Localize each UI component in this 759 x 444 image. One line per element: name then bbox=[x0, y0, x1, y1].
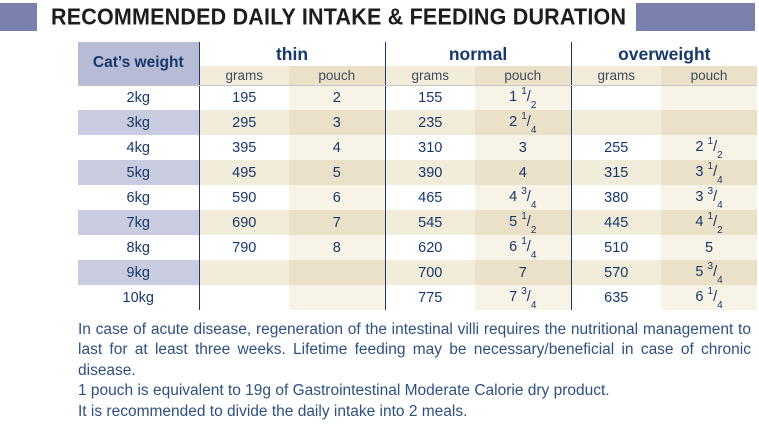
cell-thin-grams: 495 bbox=[198, 160, 289, 185]
cell-overweight-pouch: 3 1/4 bbox=[661, 160, 758, 186]
group-header-overweight: overweight bbox=[570, 42, 758, 66]
cell-normal-grams: 235 bbox=[384, 110, 476, 135]
cell-normal-pouch: 4 bbox=[475, 160, 572, 185]
cell-normal-grams: 390 bbox=[384, 160, 476, 185]
cell-weight: 9kg bbox=[78, 260, 199, 285]
cell-thin-pouch: 3 bbox=[289, 110, 386, 135]
cell-overweight-pouch: 2 1/2 bbox=[661, 135, 758, 161]
group-header-normal: normal bbox=[384, 42, 572, 66]
table-body: 2kg 195 2 155 1 1/2 3kg 295 3 235 2 1/4 4kg 395 4 310… bbox=[78, 85, 758, 311]
title-bar: RECOMMENDED DAILY INTAKE & FEEDING DURAT… bbox=[0, 3, 759, 31]
group-header-thin: thin bbox=[198, 42, 386, 66]
cell-weight: 7kg bbox=[78, 210, 199, 235]
cell-weight: 3kg bbox=[78, 110, 199, 135]
cell-overweight-pouch bbox=[661, 110, 758, 135]
cell-thin-pouch: 5 bbox=[289, 160, 386, 185]
cell-thin-pouch: 2 bbox=[289, 85, 386, 110]
subheader-thin-grams: grams bbox=[198, 66, 289, 86]
cell-weight: 5kg bbox=[78, 160, 199, 185]
cell-thin-pouch bbox=[289, 285, 386, 310]
cell-overweight-pouch: 4 1/2 bbox=[661, 210, 758, 236]
subheader-overweight-pouch: pouch bbox=[661, 66, 758, 86]
cell-overweight-grams: 570 bbox=[570, 260, 662, 285]
table-row: 3kg 295 3 235 2 1/4 bbox=[78, 110, 758, 136]
cell-overweight-pouch bbox=[661, 85, 758, 110]
note-acute-disease: In case of acute disease, regeneration o… bbox=[78, 321, 751, 379]
cell-normal-grams: 700 bbox=[384, 260, 476, 285]
title-accent-bar-right bbox=[636, 3, 755, 31]
cell-normal-pouch: 6 1/4 bbox=[475, 235, 572, 261]
cell-overweight-grams: 315 bbox=[570, 160, 662, 185]
table-row: 4kg 395 4 310 3 255 2 1/2 bbox=[78, 135, 758, 161]
cell-thin-grams: 790 bbox=[198, 235, 289, 260]
cell-normal-pouch: 1 1/2 bbox=[475, 85, 572, 111]
cell-thin-grams: 195 bbox=[198, 85, 289, 110]
note-pouch-equivalence: 1 pouch is equivalent to 19g of Gastroin… bbox=[78, 382, 610, 400]
weight-column-header: Cat’s weight bbox=[78, 42, 199, 86]
cell-thin-pouch: 7 bbox=[289, 210, 386, 235]
table-row: 5kg 495 5 390 4 315 3 1/4 bbox=[78, 160, 758, 186]
cell-normal-pouch: 3 bbox=[475, 135, 572, 160]
cell-thin-pouch: 8 bbox=[289, 235, 386, 260]
subheader-normal-pouch: pouch bbox=[475, 66, 572, 86]
cell-weight: 6kg bbox=[126, 189, 150, 206]
cell-thin-pouch: 6 bbox=[289, 185, 386, 210]
cell-thin-pouch: 4 bbox=[289, 135, 386, 160]
cell-weight: 10kg bbox=[122, 289, 154, 306]
cell-overweight-pouch: 5 bbox=[661, 235, 758, 260]
subheader-overweight-grams: grams bbox=[570, 66, 662, 86]
subheader-normal-grams: grams bbox=[384, 66, 476, 86]
cell-normal-pouch: 5 1/2 bbox=[475, 210, 572, 236]
cell-thin-grams: 295 bbox=[198, 110, 289, 135]
cell-normal-grams: 775 bbox=[384, 285, 476, 310]
table-row: 10kg 775 7 3/4 635 6 1/4 bbox=[78, 285, 758, 311]
table-row: 9kg 700 7 570 5 3/4 bbox=[78, 260, 758, 286]
cell-overweight-grams: 510 bbox=[570, 235, 662, 260]
cell-thin-grams: 395 bbox=[198, 135, 289, 160]
cell-normal-grams: 155 bbox=[384, 85, 476, 110]
cell-weight: 8kg bbox=[126, 239, 150, 256]
cell-overweight-grams bbox=[570, 110, 662, 135]
table-row: 6kg 590 6 465 4 3/4 380 3 3/4 bbox=[78, 185, 758, 211]
cell-weight: 2kg bbox=[126, 89, 150, 106]
cell-normal-pouch: 2 1/4 bbox=[475, 110, 572, 136]
table-row: 7kg 690 7 545 5 1/2 445 4 1/2 bbox=[78, 210, 758, 236]
cell-normal-grams: 465 bbox=[384, 185, 476, 210]
title-accent-bar-left bbox=[0, 3, 37, 31]
cell-overweight-pouch: 3 3/4 bbox=[661, 185, 758, 211]
subheader-row: grams pouch grams pouch grams pouch bbox=[78, 66, 758, 86]
feeding-table: Cat’s weight thin normal overweight gram… bbox=[78, 42, 758, 311]
table-row: 2kg 195 2 155 1 1/2 bbox=[78, 85, 758, 111]
cell-thin-grams bbox=[198, 285, 289, 310]
cell-thin-grams: 590 bbox=[198, 185, 289, 210]
cell-overweight-grams: 380 bbox=[570, 185, 662, 210]
page-title: RECOMMENDED DAILY INTAKE & FEEDING DURAT… bbox=[51, 4, 627, 30]
cell-overweight-grams: 445 bbox=[570, 210, 662, 235]
cell-weight: 4kg bbox=[126, 139, 150, 156]
cell-normal-grams: 620 bbox=[384, 235, 476, 260]
table-row: 8kg 790 8 620 6 1/4 510 5 bbox=[78, 235, 758, 261]
cell-thin-grams bbox=[198, 260, 289, 285]
notes: In case of acute disease, regeneration o… bbox=[78, 320, 751, 422]
subheader-thin-pouch: pouch bbox=[289, 66, 386, 86]
cell-overweight-pouch: 6 1/4 bbox=[661, 285, 758, 311]
cell-normal-pouch: 7 bbox=[475, 260, 572, 285]
cell-thin-grams: 690 bbox=[198, 210, 289, 235]
cell-overweight-grams: 635 bbox=[570, 285, 662, 310]
cell-normal-pouch: 4 3/4 bbox=[475, 185, 572, 211]
cell-normal-grams: 310 bbox=[384, 135, 476, 160]
group-header-row: Cat’s weight thin normal overweight bbox=[78, 42, 758, 86]
cell-normal-grams: 545 bbox=[384, 210, 476, 235]
note-meal-split: It is recommended to divide the daily in… bbox=[78, 402, 468, 420]
cell-thin-pouch bbox=[289, 260, 386, 285]
cell-overweight-grams bbox=[570, 85, 662, 110]
cell-overweight-pouch: 5 3/4 bbox=[661, 260, 758, 286]
cell-overweight-grams: 255 bbox=[570, 135, 662, 160]
cell-normal-pouch: 7 3/4 bbox=[475, 285, 572, 311]
